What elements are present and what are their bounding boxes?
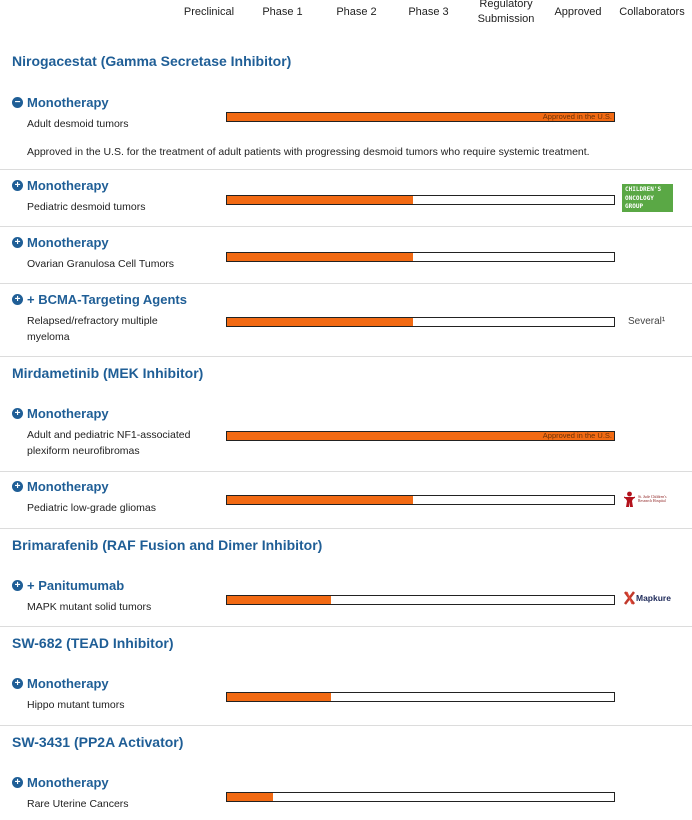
divider — [0, 528, 692, 529]
divider — [0, 226, 692, 227]
mapkure-logo-text: Mapkure — [636, 593, 671, 603]
entry-title: Monotherapy — [27, 479, 109, 494]
section-title-sw-3431: SW-3431 (PP2A Activator) — [12, 734, 184, 750]
minus-circle-icon[interactable]: − — [12, 97, 23, 108]
divider — [0, 356, 692, 357]
phase-progress-bar — [226, 195, 615, 205]
entry-title: Monotherapy — [27, 775, 109, 790]
st-jude-figure-icon — [623, 491, 636, 507]
col-collaborators: Collaborators — [619, 6, 685, 18]
entry-indication: Ovarian Granulosa Cell Tumors — [27, 258, 175, 270]
plus-circle-icon[interactable]: + — [12, 237, 23, 248]
section-title-nirogacestat: Nirogacestat (Gamma Secretase Inhibitor) — [12, 53, 292, 69]
section-title-sw-682: SW-682 (TEAD Inhibitor) — [12, 635, 174, 651]
phase-progress-bar — [226, 792, 615, 802]
entry-toggle-panitumumab[interactable]: + + Panitumumab — [12, 578, 124, 593]
entry-indication: Rare Uterine Cancers — [27, 798, 129, 810]
plus-circle-icon[interactable]: + — [12, 408, 23, 419]
entry-title: + Panitumumab — [27, 578, 125, 593]
col-approved: Approved — [554, 6, 602, 18]
entry-indication: Relapsed/refractory multiple myeloma — [27, 315, 158, 343]
progress-fill — [227, 113, 614, 121]
progress-fill — [227, 432, 614, 440]
entry-toggle-monotherapy[interactable]: + Monotherapy — [12, 235, 109, 250]
divider — [0, 283, 692, 284]
progress-fill — [227, 793, 274, 801]
phase-progress-bar: Approved in the U.S. — [226, 431, 615, 441]
entry-toggle-bcma[interactable]: + + BCMA-Targeting Agents — [12, 292, 187, 307]
plus-circle-icon[interactable]: + — [12, 180, 23, 191]
progress-fill — [227, 196, 413, 204]
entry-description: Approved in the U.S. for the treatment o… — [27, 146, 590, 158]
entry-toggle-monotherapy[interactable]: + Monotherapy — [12, 178, 109, 193]
section-title-brimarafenib: Brimarafenib (RAF Fusion and Dimer Inhib… — [12, 537, 323, 553]
entry-title: Monotherapy — [27, 178, 109, 193]
collaborator-text: Several¹ — [628, 316, 666, 327]
section-title-mirdametinib: Mirdametinib (MEK Inhibitor) — [12, 365, 204, 381]
phase-progress-bar — [226, 317, 615, 327]
progress-fill — [227, 253, 413, 261]
entry-indication: Hippo mutant tumors — [27, 699, 125, 711]
divider — [0, 626, 692, 627]
entry-toggle-monotherapy[interactable]: − Monotherapy — [12, 95, 109, 110]
approved-label: Approved in the U.S. — [542, 431, 612, 440]
plus-circle-icon[interactable]: + — [12, 481, 23, 492]
plus-circle-icon[interactable]: + — [12, 294, 23, 305]
entry-title: Monotherapy — [27, 95, 109, 110]
col-phase2: Phase 2 — [336, 6, 377, 18]
col-phase1: Phase 1 — [262, 6, 303, 18]
entry-toggle-monotherapy[interactable]: + Monotherapy — [12, 676, 109, 691]
entry-title: Monotherapy — [27, 235, 109, 250]
entry-toggle-monotherapy[interactable]: + Monotherapy — [12, 406, 109, 421]
progress-fill — [227, 596, 332, 604]
st-jude-logo-text: St. Jude Children's Research Hospital — [638, 494, 667, 504]
entry-indication: Pediatric desmoid tumors — [27, 201, 146, 213]
divider — [0, 471, 692, 472]
entry-indication: Adult and pediatric NF1-associated plexi… — [27, 429, 191, 457]
entry-title: + BCMA-Targeting Agents — [27, 292, 187, 307]
col-phase3: Phase 3 — [408, 6, 449, 18]
plus-circle-icon[interactable]: + — [12, 678, 23, 689]
progress-fill — [227, 693, 332, 701]
entry-indication: Pediatric low-grade gliomas — [27, 502, 156, 514]
col-regulatory-submission: Regulatory Submission — [477, 0, 535, 25]
progress-fill — [227, 496, 413, 504]
entry-toggle-monotherapy[interactable]: + Monotherapy — [12, 479, 109, 494]
entry-toggle-monotherapy[interactable]: + Monotherapy — [12, 775, 109, 790]
entry-indication: MAPK mutant solid tumors — [27, 601, 152, 613]
approved-label: Approved in the U.S. — [542, 112, 612, 121]
col-preclinical: Preclinical — [183, 6, 235, 18]
mapkure-logo: Mapkure — [624, 591, 671, 605]
divider — [0, 725, 692, 726]
divider — [0, 169, 692, 170]
childrens-oncology-group-logo: CHILDREN'S ONCOLOGY GROUP — [622, 184, 673, 212]
entry-title: Monotherapy — [27, 406, 109, 421]
phase-progress-bar: Approved in the U.S. — [226, 112, 615, 122]
phase-progress-bar — [226, 692, 615, 702]
st-jude-logo: St. Jude Children's Research Hospital — [623, 490, 672, 508]
progress-fill — [227, 318, 413, 326]
plus-circle-icon[interactable]: + — [12, 580, 23, 591]
phase-progress-bar — [226, 495, 615, 505]
mapkure-mark-icon — [624, 591, 635, 605]
entry-indication: Adult desmoid tumors — [27, 118, 129, 130]
entry-title: Monotherapy — [27, 676, 109, 691]
phase-progress-bar — [226, 252, 615, 262]
phase-progress-bar — [226, 595, 615, 605]
plus-circle-icon[interactable]: + — [12, 777, 23, 788]
